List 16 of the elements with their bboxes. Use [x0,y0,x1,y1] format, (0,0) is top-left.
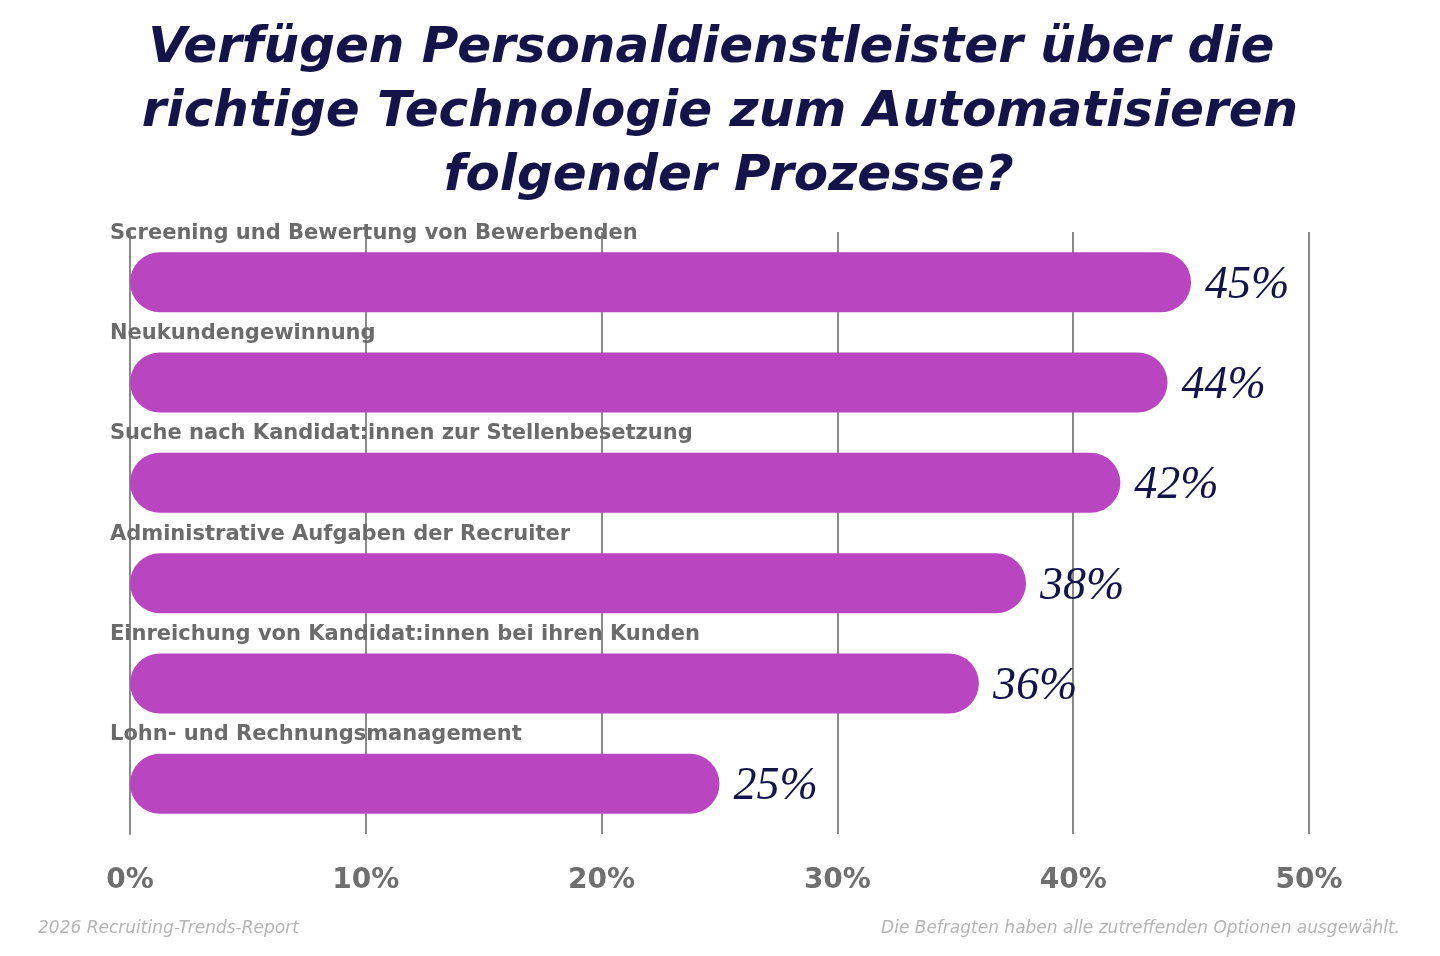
y-tick-label: Screening und Bewertung von Bewerbenden [110,219,638,244]
x-tick-label: 0% [106,861,154,895]
x-tick-label: 50% [1275,861,1343,895]
data-label: 45% [1205,256,1290,308]
data-label: 25% [733,758,818,810]
text: Die Befragten haben alle zutreffenden Optionen ausgewählt. [881,916,1401,937]
x-tick-label: 20% [568,861,636,895]
data-label: 38% [1039,557,1125,609]
x-tick-label: 40% [1039,861,1107,895]
data-label: 36% [991,658,1078,709]
x-tick-label: 10% [332,861,400,895]
chart-title: Verfügen Personaldienstleister über die richtige Technologie zum Automatisieren folgender Prozesse? [141,16,1299,202]
data-label: 44% [1181,357,1266,408]
data-label: 42% [1134,457,1219,509]
x-tick-label: 30% [803,861,871,895]
text: 2026 Recruiting-Trends-Report [38,916,301,937]
